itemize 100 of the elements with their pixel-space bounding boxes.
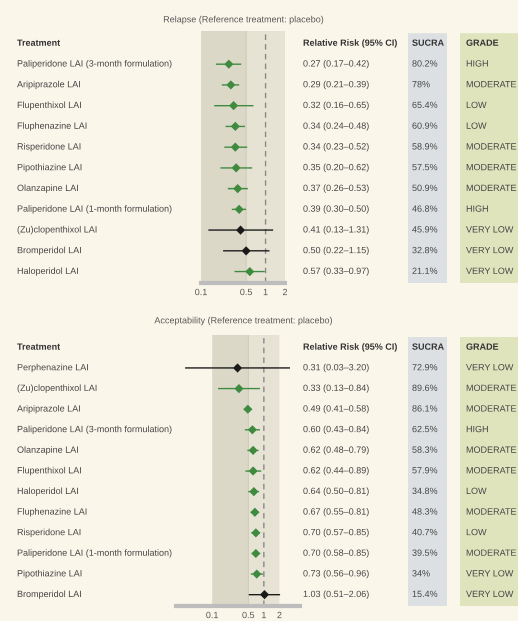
data-label: 0.39 (0.30–0.50): [303, 205, 369, 214]
text: HIGH: [466, 205, 488, 212]
text: MODERATE: [466, 384, 516, 392]
text: 65.4%: [412, 102, 438, 108]
text: Relative Risk (95% CI): [304, 343, 397, 352]
text: MODERATE: [466, 184, 516, 192]
text: 34.8%: [412, 488, 438, 494]
data-label: 0.62 (0.48–0.79): [303, 446, 369, 455]
y-tick-label: Haloperidol LAI: [18, 267, 78, 276]
data-label: 0.64 (0.50–0.81): [303, 487, 369, 496]
text: 40.7%: [412, 528, 438, 536]
text: 34%: [412, 570, 430, 576]
x-tick-label: 0.1: [195, 288, 207, 296]
x-tick-label: 1: [262, 612, 266, 618]
text: 50.9%: [412, 184, 438, 192]
text: MODERATE: [466, 446, 516, 453]
text: SUCRA: [412, 343, 444, 350]
text: 57.5%: [412, 164, 438, 170]
text: 57.9%: [412, 467, 438, 474]
text: VERY LOW: [466, 246, 514, 254]
x-tick-label: 0.5: [240, 288, 252, 296]
text: LOW: [466, 488, 487, 494]
data-label: 0.32 (0.16–0.65): [303, 101, 369, 110]
y-tick-label: (Zu)clopenthixol LAI: [18, 384, 96, 393]
y-tick-label: Haloperidol LAI: [18, 487, 78, 496]
data-label: 0.34 (0.23–0.52): [303, 142, 369, 152]
y-axis-title: Treatment: [17, 40, 60, 46]
data-label: 0.70 (0.57–0.85): [303, 528, 369, 538]
text: GRADE: [466, 39, 498, 46]
text: GRADE: [466, 343, 498, 350]
data-label: 0.29 (0.21–0.39): [303, 80, 369, 90]
y-tick-label: Aripiprazole LAI: [17, 80, 80, 90]
text: MODERATE: [466, 405, 516, 412]
text: VERY LOW: [466, 364, 514, 370]
data-label: 0.70 (0.58–0.85): [303, 549, 369, 558]
data-label: 0.67 (0.55–0.81): [303, 508, 369, 516]
x-tick-label: 0.5: [242, 612, 254, 618]
chart-title: Relapse (Reference treatment: placebo): [164, 16, 324, 24]
data-label: 0.73 (0.56–0.96): [303, 570, 369, 578]
y-tick-label: Perphenazine LAI: [18, 364, 88, 372]
data-label: 0.33 (0.13–0.84): [303, 384, 369, 393]
text: 86.1%: [412, 405, 438, 412]
text: LOW: [466, 102, 487, 108]
text: VERY LOW: [466, 268, 514, 274]
text: SUCRA: [412, 39, 444, 46]
data-label: 0.62 (0.44–0.89): [303, 466, 369, 476]
text: Relative Risk (95% CI): [304, 39, 397, 48]
data-label: 0.41 (0.13–1.31): [303, 226, 369, 234]
text: LOW: [466, 528, 487, 536]
text: HIGH: [466, 60, 488, 67]
text: MODERATE: [466, 508, 516, 515]
text: 80.2%: [412, 60, 438, 67]
data-label: 0.37 (0.26–0.53): [303, 184, 369, 193]
chart-title: Acceptability (Reference treatment: placebo): [154, 316, 332, 326]
data-label: 0.49 (0.41–0.58): [303, 404, 369, 414]
y-tick-label: Pipothiazine LAI: [18, 570, 82, 578]
y-tick-label: Paliperidone LAI (1-month formulation): [18, 205, 172, 214]
data-label: 0.50 (0.22–1.15): [303, 246, 369, 256]
text: HIGH: [466, 426, 488, 432]
text: 58.9%: [412, 143, 438, 150]
text: 58.3%: [412, 446, 438, 453]
y-tick-label: Olanzapine LAI: [17, 446, 78, 455]
text: MODERATE: [466, 164, 516, 170]
y-tick-label: Bromperidol LAI: [18, 246, 81, 256]
y-tick-label: Flupenthixol LAI: [18, 101, 81, 110]
data-label: 0.31 (0.03–3.20): [303, 364, 369, 372]
data-label: 1.03 (0.51–2.06): [304, 590, 369, 599]
text: 78%: [412, 80, 430, 88]
text: VERY LOW: [466, 570, 514, 576]
x-tick-label: 2: [282, 288, 288, 296]
x-tick-label: 0.1: [206, 612, 218, 618]
y-tick-label: Olanzapine LAI: [17, 184, 78, 193]
x-tick-label: 2: [277, 612, 282, 618]
y-tick-label: Flupenthixol LAI: [18, 466, 81, 476]
y-tick-label: Risperidone LAI: [18, 142, 80, 152]
y-tick-label: Bromperidol LAI: [18, 590, 81, 599]
data-label: 0.57 (0.33–0.97): [303, 267, 369, 276]
y-tick-label: Risperidone LAI: [18, 528, 80, 538]
y-tick-label: Fluphenazine LAI: [18, 508, 86, 516]
x-tick-label: 1: [264, 288, 268, 296]
data-label: 0.35 (0.20–0.62): [303, 164, 369, 172]
text: 89.6%: [412, 384, 438, 392]
data-label: 0.60 (0.43–0.84): [303, 426, 369, 434]
y-tick-label: Paliperidone LAI (3-month formulation): [18, 426, 172, 434]
text: 32.8%: [412, 246, 438, 254]
y-tick-label: Aripiprazole LAI: [17, 404, 80, 414]
text: MODERATE: [466, 143, 516, 150]
y-tick-label: Pipothiazine LAI: [18, 164, 82, 172]
text: 15.4%: [412, 590, 438, 598]
text: VERY LOW: [466, 226, 514, 233]
data-label: 0.27 (0.17–0.42): [303, 60, 369, 68]
y-tick-label: (Zu)clopenthixol LAI: [18, 226, 96, 234]
text: 48.3%: [412, 508, 438, 515]
text: 46.8%: [412, 205, 438, 212]
text: 45.9%: [412, 226, 438, 233]
text: 60.9%: [412, 122, 438, 129]
data-label: 0.34 (0.24–0.48): [303, 122, 369, 131]
text: MODERATE: [466, 80, 516, 88]
text: 72.9%: [412, 364, 438, 370]
text: 21.1%: [412, 268, 438, 274]
